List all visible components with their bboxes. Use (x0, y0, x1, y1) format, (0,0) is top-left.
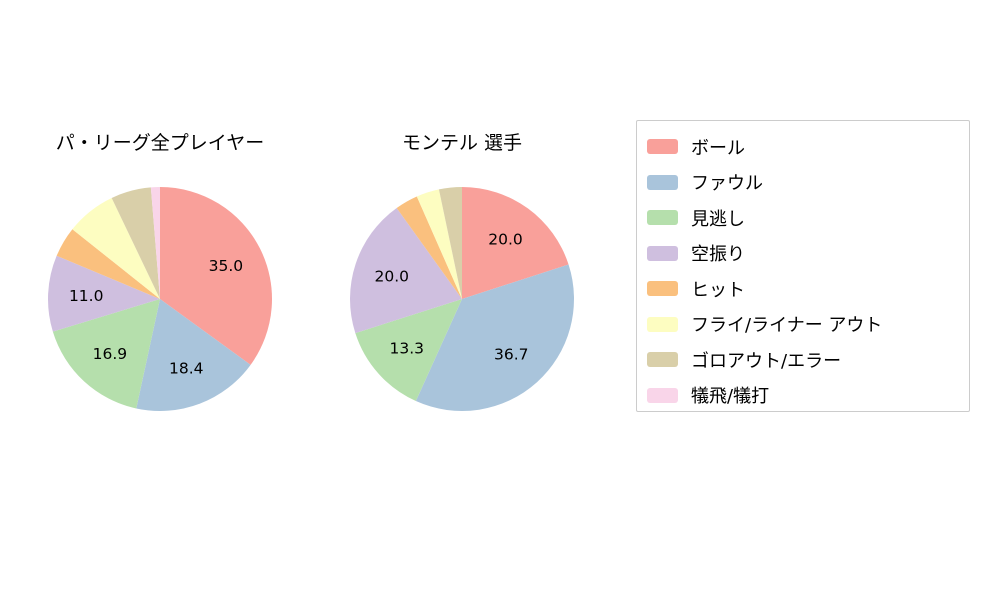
pie-slice (438, 187, 462, 299)
pie-slice (52, 299, 160, 409)
legend-swatch-icon (647, 387, 678, 403)
legend-label: 見逃し (691, 208, 745, 230)
legend-label: ファウル (691, 173, 763, 195)
pie-slice (415, 264, 574, 412)
legend-swatch-icon (647, 281, 678, 297)
pie-slice (416, 189, 462, 299)
chart-title-left: パ・リーグ全プレイヤー (55, 132, 265, 154)
pie-slice (396, 196, 462, 299)
legend-item: ゴロアウト/エラー (647, 342, 969, 378)
legend-swatch-icon (647, 352, 678, 368)
pie-value-label: 35.0 (209, 257, 244, 275)
legend-label: 犠飛/犠打 (691, 386, 770, 408)
legend-item: 見逃し (647, 200, 969, 236)
pie-value-label: 20.0 (488, 231, 523, 249)
pie-value-label: 16.9 (93, 345, 128, 363)
pie-slice (355, 299, 462, 402)
legend-label: ボール (691, 137, 745, 159)
pie-value-label: 13.3 (390, 340, 425, 358)
legend-item: 犠飛/犠打 (647, 378, 969, 414)
pie-slice (47, 255, 160, 332)
pie-chart-right: 20.0 36.7 13.3 20.0 (349, 187, 574, 412)
pie-slice (462, 187, 569, 299)
pie-value-label: 36.7 (494, 346, 529, 364)
pie-slice (72, 197, 160, 299)
legend-swatch-icon (647, 174, 678, 190)
legend-swatch-icon (647, 316, 678, 332)
legend-item: ファウル (647, 165, 969, 201)
legend: ボール ファウル 見逃し 空振り ヒット フライ/ライナー アウト ゴロアウト/… (636, 120, 970, 412)
legend-item: ボール (647, 129, 969, 165)
pie-slice (150, 186, 160, 299)
legend-label: ヒット (691, 279, 745, 301)
pie-slice (136, 299, 251, 411)
legend-label: 空振り (691, 244, 745, 266)
pie-slice (160, 187, 272, 365)
legend-swatch-icon (647, 245, 678, 261)
pie-slice (349, 208, 462, 334)
pie-slice (111, 187, 160, 299)
pie-value-label: 11.0 (69, 287, 104, 305)
legend-item: フライ/ライナー アウト (647, 307, 969, 343)
legend-swatch-icon (647, 210, 678, 226)
legend-item: ヒット (647, 271, 969, 307)
legend-label: フライ/ライナー アウト (691, 315, 883, 337)
pie-value-label: 18.4 (169, 360, 204, 378)
chart-title-right: モンテル 選手 (401, 132, 523, 154)
pie-value-label: 20.0 (375, 267, 410, 285)
pie-chart-left: 35.0 18.4 16.9 11.0 (47, 186, 272, 411)
legend-swatch-icon (647, 139, 678, 155)
legend-label: ゴロアウト/エラー (691, 350, 842, 372)
legend-item: 空振り (647, 236, 969, 272)
pie-slice (56, 229, 160, 299)
